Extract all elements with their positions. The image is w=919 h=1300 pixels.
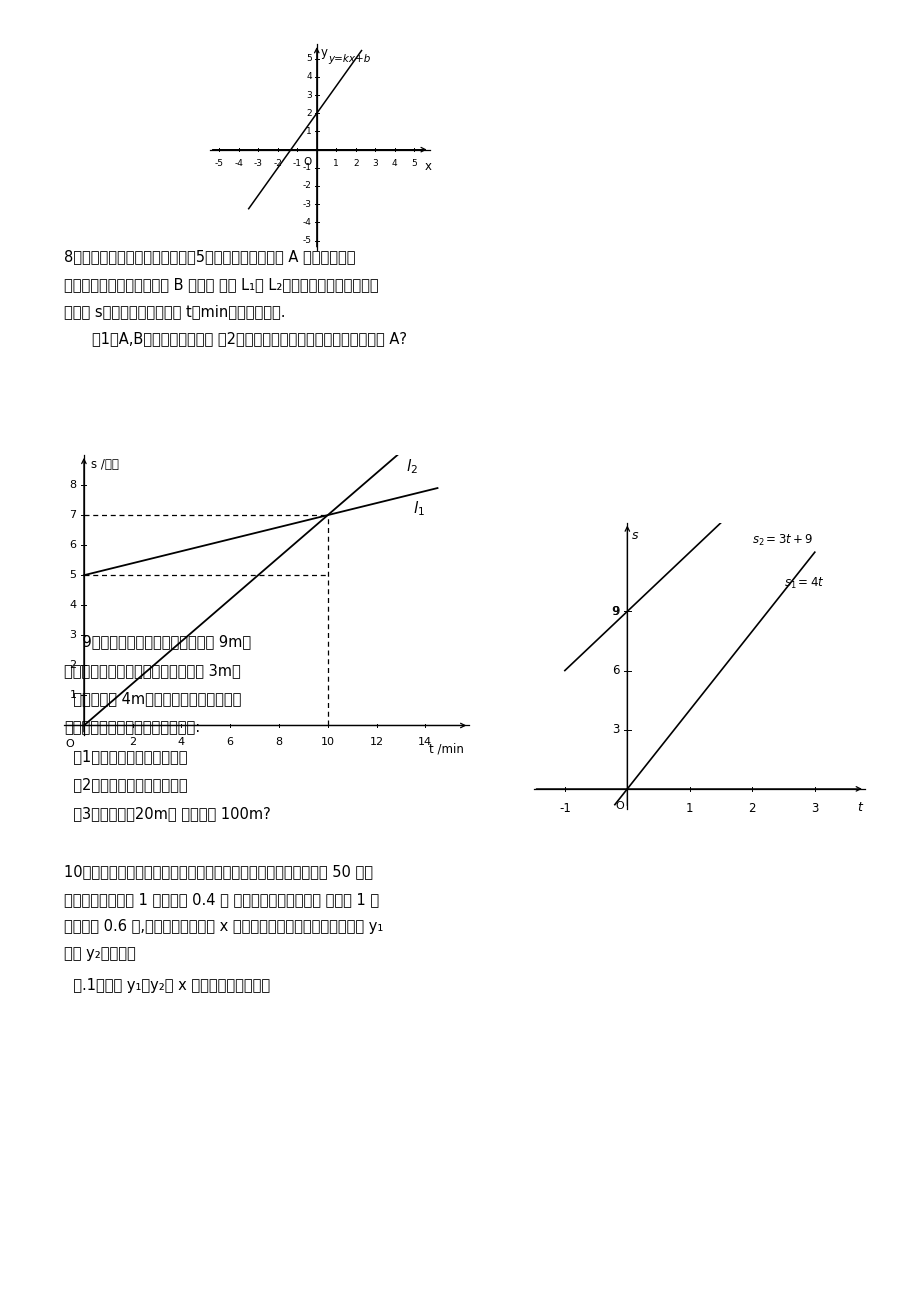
Text: $l_2$: $l_2$ bbox=[405, 458, 417, 476]
Text: -2: -2 bbox=[302, 182, 312, 191]
Text: O: O bbox=[615, 801, 623, 811]
Text: 5: 5 bbox=[70, 571, 76, 580]
Text: O: O bbox=[65, 738, 74, 749]
Text: 2: 2 bbox=[70, 660, 76, 671]
Text: 8: 8 bbox=[70, 480, 76, 490]
Text: -5: -5 bbox=[215, 159, 223, 168]
Text: 然后自己才开始跑。已知弟弟每秒跑 3m，: 然后自己才开始跑。已知弟弟每秒跑 3m， bbox=[64, 663, 241, 679]
Text: 元和 y₂元，那么: 元和 y₂元，那么 bbox=[64, 946, 136, 962]
Text: 行驶，边防局迅速派出快艦 B 追起。 图中 L₁， L₂分别表示两船相对于海岸: 行驶，边防局迅速派出快艦 B 追起。 图中 L₁， L₂分别表示两船相对于海岸 bbox=[64, 277, 379, 292]
Text: x: x bbox=[424, 160, 431, 173]
Text: s /海里: s /海里 bbox=[91, 458, 119, 471]
Text: 4: 4 bbox=[70, 601, 76, 610]
Text: 7: 7 bbox=[70, 510, 76, 520]
Text: 2: 2 bbox=[748, 802, 755, 815]
Text: 9: 9 bbox=[611, 604, 618, 617]
Text: -1: -1 bbox=[559, 802, 570, 815]
Text: 4: 4 bbox=[306, 73, 312, 82]
Text: 函数图像，观察图像回答下列问题:: 函数图像，观察图像回答下列问题: bbox=[64, 720, 200, 736]
Text: 5: 5 bbox=[306, 55, 312, 64]
Text: 14: 14 bbox=[418, 737, 432, 747]
Text: t /min: t /min bbox=[429, 742, 464, 755]
Text: -1: -1 bbox=[302, 164, 312, 173]
Text: 钟付话费 0.6 元,若设一个月内通话 x 分钟，两种通讯方式的费用分别为 y₁: 钟付话费 0.6 元,若设一个月内通话 x 分钟，两种通讯方式的费用分别为 y₁ bbox=[64, 919, 383, 935]
Text: （.1）写出 y₁、y₂与 x 之间的函数关系式；: （.1）写出 y₁、y₂与 x 之间的函数关系式； bbox=[64, 978, 270, 993]
Text: 6: 6 bbox=[70, 541, 76, 550]
Text: $s_2=3t+9$: $s_2=3t+9$ bbox=[752, 533, 812, 547]
Text: 4: 4 bbox=[177, 737, 185, 747]
Text: 1: 1 bbox=[70, 690, 76, 701]
Text: 1: 1 bbox=[306, 127, 312, 136]
Text: （1）何时弟弟在哥哥前面？: （1）何时弟弟在哥哥前面？ bbox=[64, 749, 187, 764]
Text: -2: -2 bbox=[273, 159, 282, 168]
Text: 的距离 s（海里）与追起时间 t（min）之间的关系.: 的距离 s（海里）与追起时间 t（min）之间的关系. bbox=[64, 304, 286, 320]
Text: 哥哥每秒跑 4m。列出函数关系式，作出: 哥哥每秒跑 4m。列出函数关系式，作出 bbox=[64, 692, 242, 707]
Text: 1: 1 bbox=[686, 802, 693, 815]
Text: 12: 12 bbox=[369, 737, 383, 747]
Text: （1）A,B哪一个的速度快？ （2）至少要用多长时间才能追上可疑船只 A?: （1）A,B哪一个的速度快？ （2）至少要用多长时间才能追上可疑船只 A? bbox=[92, 332, 406, 347]
Text: 10、扬州市移动通讯公司开设了两种通讯业务：全球通使用者先缴 50 元基: 10、扬州市移动通讯公司开设了两种通讯业务：全球通使用者先缴 50 元基 bbox=[64, 864, 373, 880]
Text: 3: 3 bbox=[306, 91, 312, 100]
Text: 2: 2 bbox=[306, 109, 312, 118]
Text: 5: 5 bbox=[411, 159, 416, 168]
Text: -4: -4 bbox=[302, 218, 312, 226]
Text: -3: -3 bbox=[254, 159, 263, 168]
Text: y=kx+b: y=kx+b bbox=[328, 55, 370, 64]
Text: O: O bbox=[303, 157, 312, 166]
Text: 8: 8 bbox=[275, 737, 282, 747]
Text: （3）谁先跑过20m？ 谁先跑过 100m?: （3）谁先跑过20m？ 谁先跑过 100m? bbox=[64, 806, 271, 822]
Text: 9: 9 bbox=[612, 604, 619, 617]
Text: 3: 3 bbox=[372, 159, 378, 168]
Text: 4: 4 bbox=[391, 159, 397, 168]
Text: 1: 1 bbox=[333, 159, 339, 168]
Text: -1: -1 bbox=[292, 159, 301, 168]
Text: t: t bbox=[856, 801, 861, 814]
Text: 10: 10 bbox=[321, 737, 335, 747]
Text: 3: 3 bbox=[811, 802, 818, 815]
Text: 9、兄弟俩赛跑，哥哥先让弟弟跑 9m，: 9、兄弟俩赛跑，哥哥先让弟弟跑 9m， bbox=[64, 634, 251, 650]
Text: s: s bbox=[631, 529, 638, 542]
Text: 础费，然后每通话 1 分钟付费 0.4 元 神州行不交月基础费， 每通话 1 分: 础费，然后每通话 1 分钟付费 0.4 元 神州行不交月基础费， 每通话 1 分 bbox=[64, 892, 380, 907]
Text: 6: 6 bbox=[226, 737, 233, 747]
Text: 2: 2 bbox=[129, 737, 136, 747]
Text: $s_1=4t$: $s_1=4t$ bbox=[783, 576, 823, 592]
Text: $l_1$: $l_1$ bbox=[413, 499, 425, 519]
Text: -5: -5 bbox=[302, 237, 312, 244]
Text: -3: -3 bbox=[302, 200, 312, 209]
Text: -4: -4 bbox=[234, 159, 244, 168]
Text: 8、我边防局接到情报，在离海岸5海里处有一可疑船只 A 正向公海方向: 8、我边防局接到情报，在离海岸5海里处有一可疑船只 A 正向公海方向 bbox=[64, 250, 356, 265]
Text: y: y bbox=[320, 46, 327, 58]
Text: 3: 3 bbox=[612, 723, 619, 736]
Text: 3: 3 bbox=[70, 630, 76, 641]
Text: （2）何时哥哥在弟弟前面？: （2）何时哥哥在弟弟前面？ bbox=[64, 777, 187, 793]
Text: 6: 6 bbox=[612, 664, 619, 677]
Text: 2: 2 bbox=[353, 159, 358, 168]
